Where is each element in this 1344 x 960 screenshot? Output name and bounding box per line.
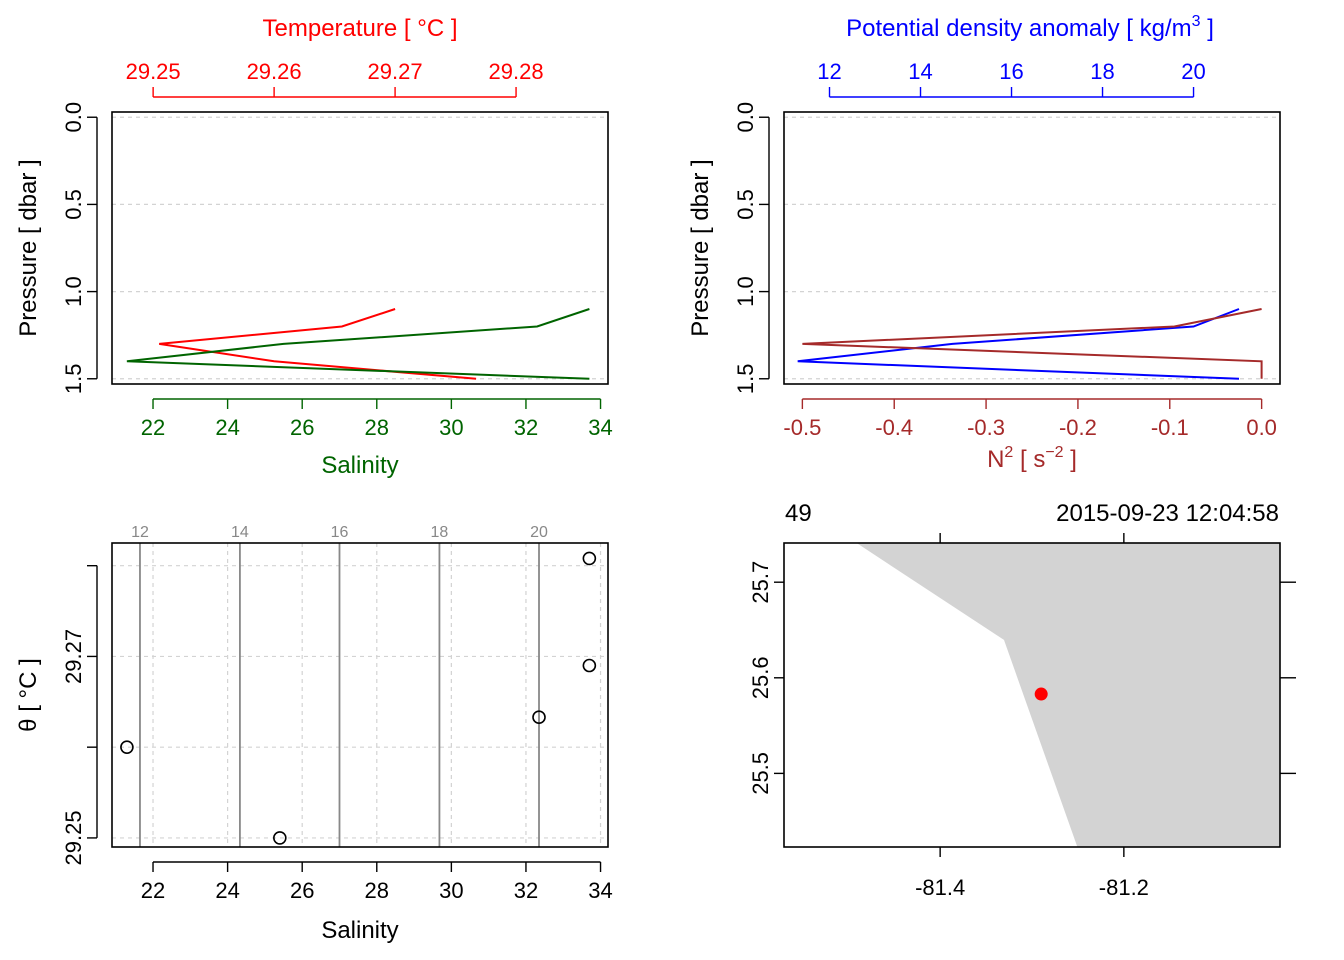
ts-x-tick-label-6: 34: [588, 878, 612, 903]
lon-tick-label-0: -81.4: [915, 875, 965, 900]
ts-x-tick-label-5: 32: [514, 878, 538, 903]
lat-tick-label-1: 25.6: [748, 656, 773, 699]
n2-tick-label-1: -0.4: [875, 415, 913, 440]
salinity-tick-label-3: 28: [365, 415, 389, 440]
temperature-axis-label: Temperature [ °C ]: [263, 15, 458, 42]
salinity-profile-line: [126, 308, 590, 380]
lat-tick-label-0: 25.5: [748, 752, 773, 795]
lat-tick-label-2: 25.7: [748, 561, 773, 604]
n2-axis-label: N2 [ s−2 ]: [987, 444, 1077, 473]
salinity-tick-label-4: 30: [439, 415, 463, 440]
pressure-axis-label: Pressure [ dbar ]: [15, 159, 42, 336]
chart-layers: 29.25 29.26 29.27 29.28 22 24 26 28 30 32 34 0.0 0.5…: [61, 59, 1296, 903]
isopycnal-label-2: 16: [331, 524, 349, 541]
n2-profile-line: [802, 308, 1263, 379]
temperature-tick-label-3: 29.28: [489, 59, 544, 84]
ts-point-1: [273, 831, 287, 845]
ts-x-tick-label-1: 24: [215, 878, 239, 903]
station-label: 49: [785, 500, 812, 527]
lon-tick-label-1: -81.2: [1099, 875, 1149, 900]
p4-map-frame: [783, 542, 1281, 848]
temperature-tick-label-0: 29.25: [126, 59, 181, 84]
p1-plot-frame: [111, 111, 609, 385]
ts-point-3: [582, 658, 597, 673]
ts-x-tick-label-4: 30: [439, 878, 463, 903]
pressure-axis-label-2: Pressure [ dbar ]: [687, 159, 714, 336]
ts-x-tick-label-0: 22: [141, 878, 165, 903]
salinity-tick-label-5: 32: [514, 415, 538, 440]
coastline: [857, 542, 1079, 848]
n2-tick-label-0: -0.5: [783, 415, 821, 440]
p1-pressure-tick-label-2: 1.0: [61, 276, 86, 307]
p2-pressure-tick-label-3: 1.5: [733, 363, 758, 394]
ts-point-0: [120, 740, 134, 754]
n2-tick-label-5: 0.0: [1246, 415, 1277, 440]
ts-x-tick-label-2: 26: [290, 878, 314, 903]
n2-tick-label-2: -0.3: [967, 415, 1005, 440]
salinity-tick-label-1: 24: [215, 415, 239, 440]
station-datetime: 2015-09-23 12:04:58: [1056, 500, 1279, 527]
temperature-tick-label-2: 29.27: [368, 59, 423, 84]
ts-point-4: [582, 551, 597, 566]
density-anomaly-axis-label: Potential density anomaly [ kg/m3 ]: [846, 13, 1214, 42]
isopycnal-label-1: 14: [231, 524, 249, 541]
p2-pressure-tick-label-1: 0.5: [733, 189, 758, 220]
density-tick-label-3: 18: [1090, 59, 1114, 84]
n2-label-mid: [ s: [1013, 446, 1045, 473]
salinity-tick-label-0: 22: [141, 415, 165, 440]
density-profile-line: [797, 308, 1240, 380]
land-polygon: [857, 543, 1280, 847]
isopycnal-label-0: 12: [131, 524, 149, 541]
p2-pressure-tick-label-2: 1.0: [733, 276, 758, 307]
density-label-end: ]: [1201, 15, 1214, 42]
density-label-superscript: 3: [1192, 13, 1201, 30]
density-tick-label-4: 20: [1181, 59, 1205, 84]
salinity-axis-label: Salinity: [321, 452, 398, 479]
isopycnal-label-3: 18: [431, 524, 449, 541]
n2-label-superscript-2: −2: [1045, 444, 1063, 461]
p3-plot-frame: [111, 542, 609, 848]
ts-x-tick-label-3: 28: [365, 878, 389, 903]
temperature-profile-line: [159, 308, 477, 380]
density-tick-label-1: 14: [908, 59, 932, 84]
p1-pressure-tick-label-0: 0.0: [61, 102, 86, 133]
ts-y-tick-label-0: 29.25: [61, 810, 86, 865]
salinity-tick-label-6: 34: [588, 415, 612, 440]
n2-label-main: N: [987, 446, 1004, 473]
temperature-tick-label-1: 29.26: [247, 59, 302, 84]
p1-pressure-tick-label-1: 0.5: [61, 189, 86, 220]
n2-tick-label-3: -0.2: [1059, 415, 1097, 440]
ts-y-tick-label-1: 29.27: [61, 629, 86, 684]
station-marker: [1034, 687, 1048, 701]
salinity-tick-label-2: 26: [290, 415, 314, 440]
ts-point-2: [532, 710, 546, 725]
ts-salinity-axis-label: Salinity: [321, 917, 398, 944]
isopycnal-label-4: 20: [530, 524, 548, 541]
n2-label-end: ]: [1064, 446, 1077, 473]
n2-tick-label-4: -0.1: [1151, 415, 1189, 440]
p2-pressure-tick-label-0: 0.0: [733, 102, 758, 133]
density-tick-label-0: 12: [817, 59, 841, 84]
n2-label-superscript: 2: [1004, 444, 1013, 461]
density-label-main: Potential density anomaly [ kg/m: [846, 15, 1192, 42]
theta-axis-label: θ [ °C ]: [15, 658, 42, 732]
density-tick-label-2: 16: [999, 59, 1023, 84]
p2-plot-frame: [783, 111, 1281, 385]
p1-pressure-tick-label-3: 1.5: [61, 363, 86, 394]
